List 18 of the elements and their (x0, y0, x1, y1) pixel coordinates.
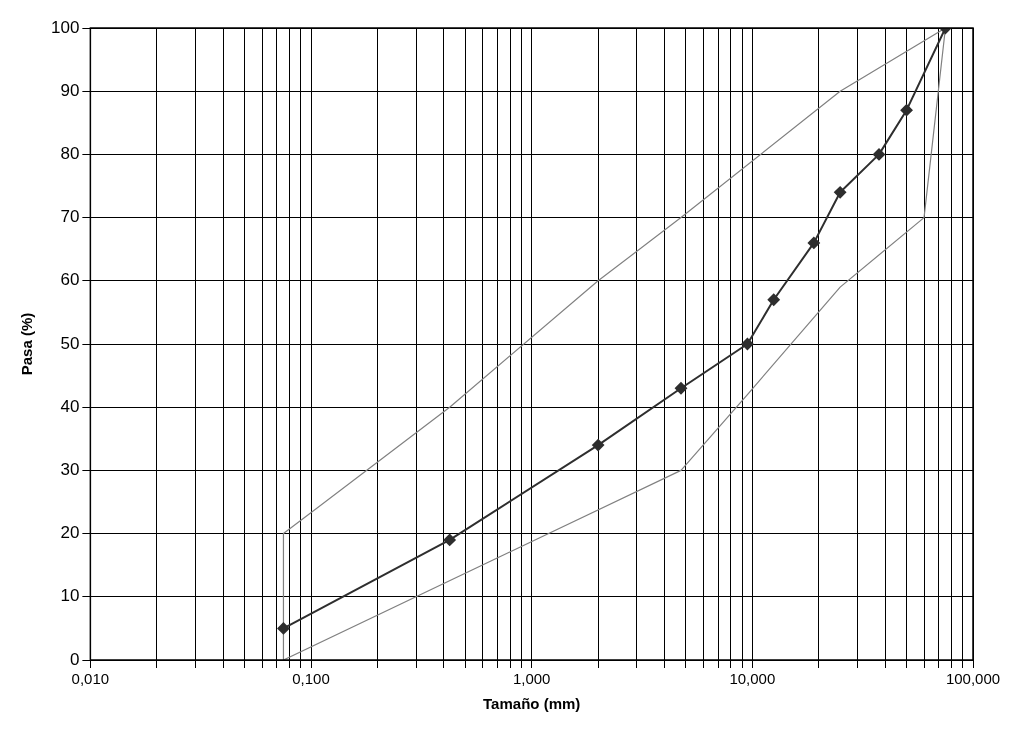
x-tick-label: 0,010 (71, 670, 110, 688)
y-tick-label: 100 (50, 17, 80, 37)
y-tick-label: 40 (60, 396, 80, 416)
y-tick-label: 50 (60, 333, 80, 353)
y-tick-label: 30 (60, 460, 80, 480)
y-tick-label: 20 (60, 523, 80, 543)
y-axis-title: Pasa (%) (18, 312, 36, 376)
y-tick-label: 80 (60, 144, 80, 164)
x-tick-label: 1,000 (512, 670, 551, 688)
x-tick-label: 100,000 (945, 670, 1001, 688)
y-tick-label: 90 (60, 80, 80, 100)
y-tick-label: 70 (60, 207, 80, 227)
x-tick-label: 10,000 (729, 670, 776, 688)
y-tick-label: 60 (60, 270, 80, 290)
y-tick-label: 0 (69, 649, 80, 669)
x-axis-title: Tamaño (mm) (483, 695, 581, 713)
x-tick-label: 0,100 (292, 670, 330, 688)
y-tick-label: 10 (60, 586, 80, 606)
